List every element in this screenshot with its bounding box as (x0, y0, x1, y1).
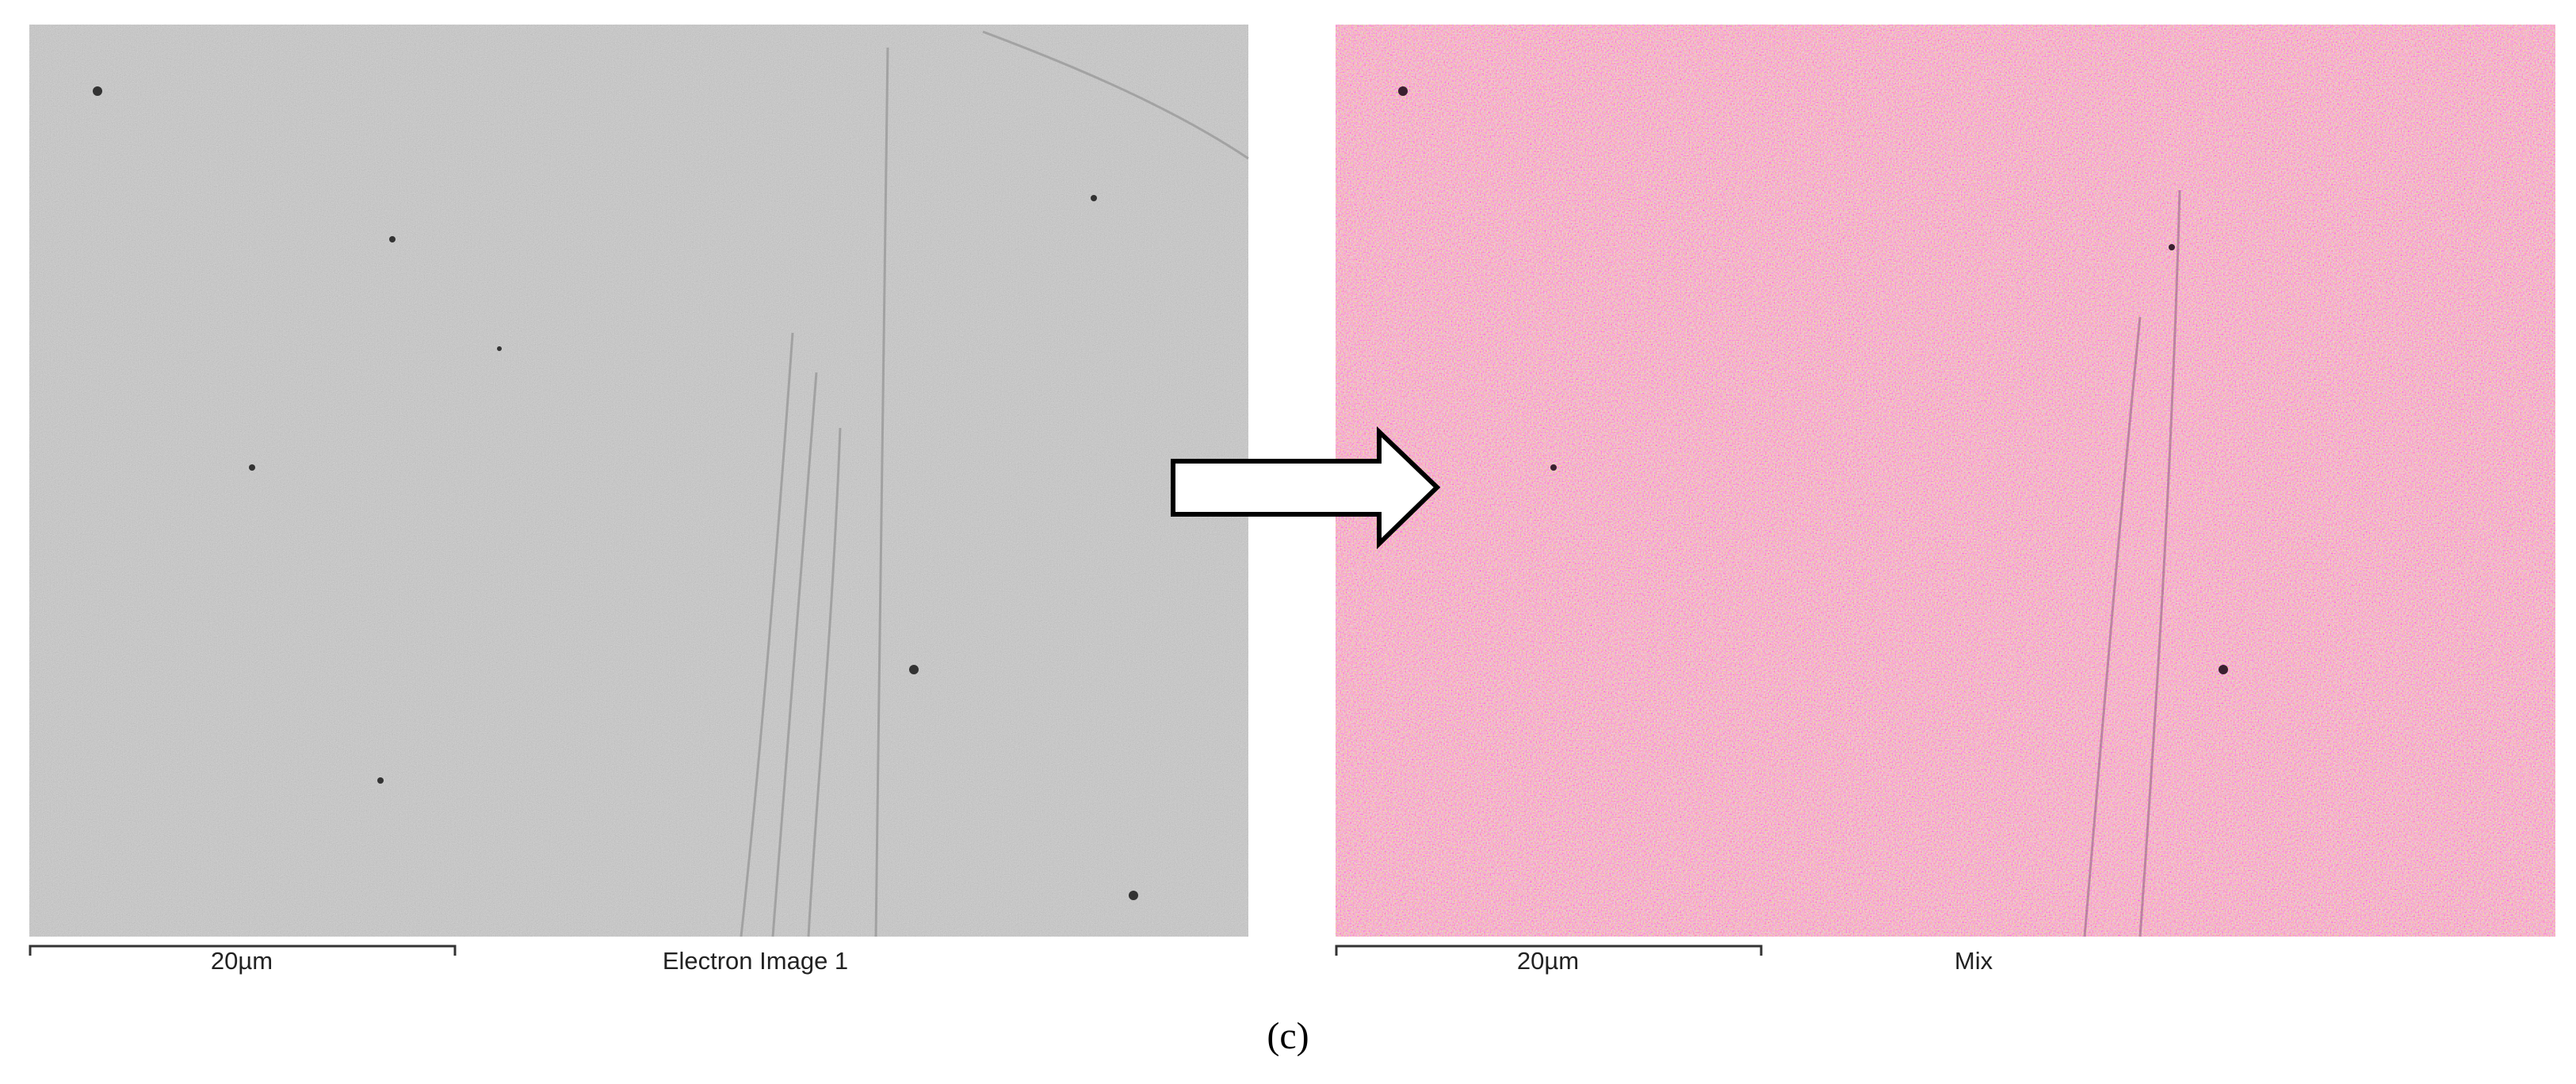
image-caption: Mix (1955, 947, 1993, 975)
scale-bars (29, 945, 1763, 956)
map-pits (1398, 86, 2228, 674)
mix-map (1336, 25, 2555, 937)
map-tone (1336, 25, 2555, 937)
map-scratches (2083, 189, 2181, 937)
electron-image-panel (29, 25, 1249, 937)
arrow (1171, 426, 1441, 550)
image-tone (29, 25, 1248, 937)
scale-bar-label: 20µm (1517, 947, 1579, 975)
scale-bar (29, 945, 457, 956)
scale-bar (1335, 945, 1763, 956)
mix-map-panel (1336, 25, 2555, 937)
figure-label: (c) (1267, 1015, 1309, 1057)
scale-bar-label: 20µm (211, 947, 273, 975)
image-caption: Electron Image 1 (663, 947, 848, 975)
pits (93, 86, 1138, 900)
scratches (740, 30, 1249, 937)
